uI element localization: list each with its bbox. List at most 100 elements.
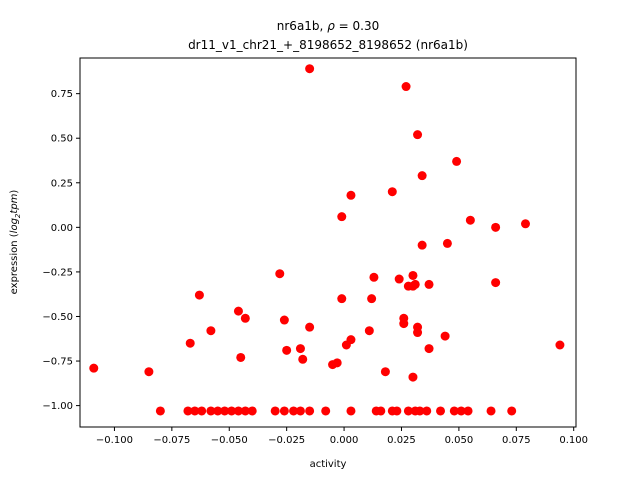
- x-tick-label: 0.000: [330, 435, 359, 446]
- data-point: [270, 406, 280, 416]
- x-tick-label: −0.025: [268, 435, 305, 446]
- data-point: [417, 240, 427, 250]
- y-tick-label: 0.00: [51, 223, 73, 234]
- data-point: [194, 290, 204, 300]
- data-point: [183, 406, 193, 416]
- data-point: [403, 406, 413, 416]
- data-point: [452, 156, 462, 166]
- data-point: [305, 64, 315, 74]
- data-point: [436, 406, 446, 416]
- data-point: [392, 406, 402, 416]
- data-point: [341, 340, 351, 350]
- data-point: [206, 326, 216, 336]
- data-point: [376, 406, 386, 416]
- x-tick-label: 0.075: [502, 435, 531, 446]
- y-tick-label: 0.50: [51, 134, 73, 145]
- data-point: [415, 406, 425, 416]
- data-point: [491, 222, 501, 232]
- x-tick-label: 0.025: [387, 435, 416, 446]
- data-point: [240, 313, 250, 323]
- data-point: [507, 406, 517, 416]
- data-point: [337, 212, 347, 222]
- data-point: [413, 130, 423, 140]
- y-axis-label: expression (log2tpm): [9, 190, 22, 295]
- data-point: [346, 190, 356, 200]
- data-point: [197, 406, 207, 416]
- data-point: [465, 215, 475, 225]
- data-point: [369, 272, 379, 282]
- data-point: [380, 367, 390, 377]
- data-point: [305, 406, 315, 416]
- data-point: [298, 354, 308, 364]
- plot-area-frame: [79, 57, 577, 428]
- data-point: [213, 406, 223, 416]
- data-point: [491, 278, 501, 288]
- y-tick-label: −0.50: [42, 312, 73, 323]
- data-point: [233, 306, 243, 316]
- data-point: [233, 406, 243, 416]
- x-tick-label: −0.100: [96, 435, 133, 446]
- data-point: [185, 338, 195, 348]
- data-point: [295, 344, 305, 354]
- data-point: [247, 406, 257, 416]
- data-point: [227, 406, 237, 416]
- data-point: [394, 274, 404, 284]
- data-point: [424, 279, 434, 289]
- x-tick-label: −0.050: [211, 435, 248, 446]
- data-point: [463, 406, 473, 416]
- data-point: [555, 340, 565, 350]
- data-point: [346, 406, 356, 416]
- data-point: [144, 367, 154, 377]
- data-point: [442, 238, 452, 248]
- data-point: [422, 406, 432, 416]
- data-point: [364, 326, 374, 336]
- x-tick-label: 0.050: [445, 435, 474, 446]
- x-axis-label: activity: [310, 459, 347, 470]
- data-point: [240, 406, 250, 416]
- data-point: [295, 406, 305, 416]
- x-tick-label: −0.075: [153, 435, 190, 446]
- y-tick-label: −1.00: [42, 401, 73, 412]
- y-tick-label: −0.25: [42, 267, 73, 278]
- data-point: [236, 352, 246, 362]
- y-tick-label: 0.75: [51, 89, 73, 100]
- data-point: [520, 219, 530, 229]
- data-point: [275, 269, 285, 279]
- data-point: [417, 171, 427, 181]
- data-point: [321, 406, 331, 416]
- data-point: [408, 372, 418, 382]
- data-point: [401, 82, 411, 92]
- data-point: [440, 331, 450, 341]
- y-tick-label: −0.75: [42, 357, 73, 368]
- data-point: [282, 345, 292, 355]
- data-point: [410, 279, 420, 289]
- data-point: [367, 294, 377, 304]
- data-point: [337, 294, 347, 304]
- data-point: [279, 315, 289, 325]
- y-tick-label: 0.25: [51, 178, 73, 189]
- data-point: [387, 187, 397, 197]
- chart-title-line1: nr6a1b, ρ = 0.30: [277, 19, 379, 33]
- data-point: [89, 363, 99, 373]
- scatter-points: [89, 64, 565, 416]
- data-point: [155, 406, 165, 416]
- data-point: [413, 328, 423, 338]
- data-point: [190, 406, 200, 416]
- data-point: [220, 406, 230, 416]
- chart-title-line2: dr11_v1_chr21_+_8198652_8198652 (nr6a1b): [188, 38, 468, 52]
- data-point: [328, 360, 338, 370]
- data-point: [424, 344, 434, 354]
- x-tick-label: 0.100: [559, 435, 588, 446]
- data-point: [456, 406, 466, 416]
- data-point: [486, 406, 496, 416]
- data-point: [206, 406, 216, 416]
- data-point: [408, 270, 418, 280]
- data-point: [449, 406, 459, 416]
- data-point: [279, 406, 289, 416]
- data-point: [289, 406, 299, 416]
- data-point: [305, 322, 315, 332]
- axis-ticks: −0.100 −0.075 −0.050 −0.025 0.000 0.025 0.050 0…: [42, 89, 588, 446]
